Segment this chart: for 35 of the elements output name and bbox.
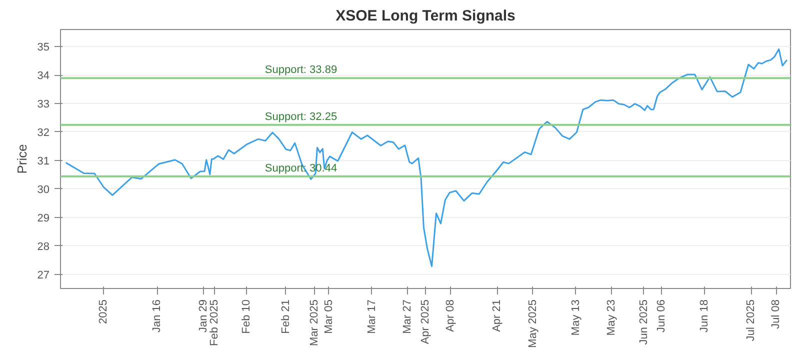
y-tick-label: 29 [37,212,50,224]
ref-line-label: Support: 32.25 [264,110,338,123]
x-tick-label: Apr 21 [491,299,504,332]
y-tick-label: 28 [37,240,50,253]
x-tick-label: Jan 16 [151,299,164,333]
x-tick-label: Feb 10 [240,299,253,334]
x-tick-label: Mar 17 [366,299,378,334]
y-tick-label: 32 [37,126,50,139]
x-tick-label: Jun 18 [698,299,711,333]
y-tick-label: 34 [37,70,50,82]
x-tick-label: Mar 05 [322,299,335,334]
x-tick-label: May 13 [570,299,582,336]
x-tick-label: Apr 2025 [420,299,432,344]
x-tick-label: May 2025 [526,299,539,348]
y-tick-label: 35 [37,42,50,54]
x-tick-label: Mar 2025 [308,299,321,346]
y-tick-label: 30 [37,184,50,196]
y-tick-label: 31 [37,155,50,168]
chart-title: XSOE Long Term Signals [336,8,516,24]
x-tick-label: Jan 29 [198,299,210,333]
ref-line-label: Support: 33.89 [264,64,338,76]
x-tick-label: Apr 08 [444,299,457,332]
x-tick-label: Jul 08 [770,299,782,329]
x-tick-label: Feb 2025 [208,299,220,346]
y-tick-label: 33 [37,98,50,110]
y-tick-label: 27 [37,269,50,282]
x-tick-label: Jul 2025 [745,299,758,342]
x-tick-label: Jun 06 [656,299,668,333]
line-series [65,48,788,268]
x-tick-label: Mar 27 [402,299,414,334]
x-tick-label: Feb 21 [280,299,292,334]
x-tick-label: 2025 [97,299,110,324]
y-axis-title: Price [14,144,30,174]
x-tick-label: May 23 [606,299,618,336]
x-tick-label: Jun 2025 [638,299,650,345]
